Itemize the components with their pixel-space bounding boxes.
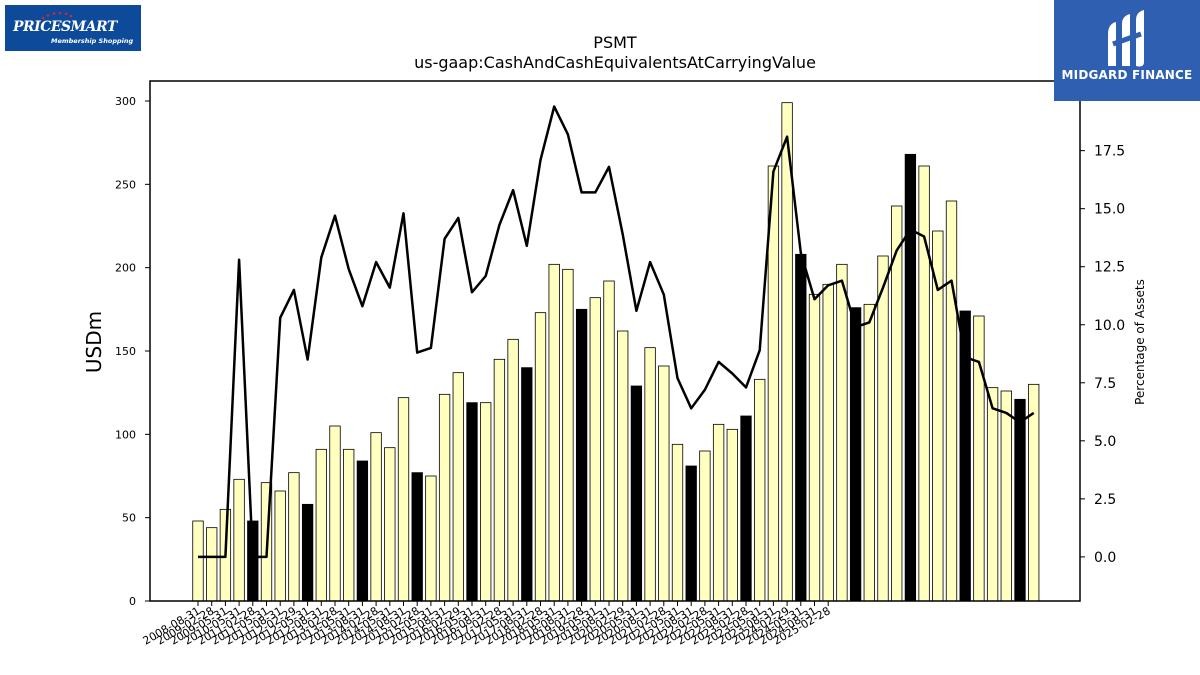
bar [1000, 390, 1012, 602]
percentage-line [198, 105, 1035, 559]
y2-tick-label: 7.5 [1094, 376, 1116, 392]
bar [466, 402, 478, 602]
line-series-layer [198, 105, 1035, 559]
bar [589, 297, 601, 602]
bar [671, 443, 684, 602]
bar [904, 153, 917, 602]
bar [877, 255, 889, 602]
bar [438, 393, 451, 602]
pricesmart-logo: PRICESMART Membership Shopping [5, 5, 141, 51]
axes: 0 50 100 150 200 250 300 0.0 2.5 5.0 7.5 10.0 12.5 15… [115, 80, 1125, 648]
bar [986, 387, 999, 602]
bar [973, 315, 985, 602]
bar [685, 465, 697, 602]
y2-tick-label: 5.0 [1094, 434, 1116, 450]
bar [849, 307, 862, 602]
bar [836, 263, 848, 602]
pricesmart-logo-text: PRICESMART [13, 19, 117, 35]
bar [726, 428, 738, 602]
bar [288, 472, 300, 602]
plot-frame [149, 80, 1081, 602]
y-axis-label: USDm [82, 311, 106, 373]
bar [480, 402, 492, 602]
bar [397, 397, 410, 602]
logo-dots-icon [41, 11, 73, 20]
chart-title: PSMT [593, 33, 637, 52]
y-tick-label: 50 [122, 512, 136, 525]
bar [1014, 398, 1026, 602]
bar [315, 448, 327, 602]
bar [534, 312, 547, 602]
midgard-finance-name: MIDGARD FINANCE [1061, 68, 1193, 82]
bar [562, 268, 574, 602]
y-tick-label: 200 [115, 262, 136, 275]
y2-tick-label: 2.5 [1094, 492, 1116, 508]
bar [795, 253, 807, 602]
bar [658, 365, 670, 602]
bar [521, 367, 533, 602]
bar [918, 165, 930, 602]
y-tick-label: 100 [115, 428, 136, 441]
bar [699, 450, 711, 602]
chart-subtitle: us-gaap:CashAndCashEquivalentsAtCarrying… [414, 53, 816, 72]
y2-tick-label: 10.0 [1094, 318, 1125, 334]
bar [370, 432, 382, 602]
bar [712, 423, 725, 602]
bar [356, 460, 369, 602]
bar [891, 205, 903, 602]
y2-axis-label: Percentage of Assets [1133, 279, 1147, 405]
y-tick-label: 250 [115, 178, 136, 191]
bar [740, 415, 752, 602]
bar [822, 283, 834, 602]
y-tick-label: 150 [115, 345, 136, 358]
bar [575, 308, 588, 602]
bar [548, 263, 560, 602]
midgard-mark-icon [1108, 10, 1144, 67]
bar [754, 378, 766, 602]
y-tick-label: 300 [115, 95, 136, 108]
bar [630, 385, 643, 602]
y-tick-label: 0 [129, 595, 136, 608]
y2-tick-label: 17.5 [1094, 144, 1125, 160]
pricesmart-tagline: Membership Shopping [51, 37, 134, 45]
y2-tick-label: 12.5 [1094, 260, 1125, 276]
bar [945, 200, 958, 602]
midgard-finance-logo: MIDGARD FINANCE [1054, 0, 1200, 101]
bar [603, 280, 615, 602]
bar [425, 475, 437, 602]
bar [452, 372, 464, 602]
bar [343, 448, 355, 602]
bar [192, 520, 204, 602]
bar-series [192, 102, 1040, 602]
bar [206, 527, 218, 602]
bar [384, 447, 396, 602]
bar [644, 347, 656, 602]
bar [274, 490, 286, 602]
bar [863, 303, 875, 602]
bar [301, 503, 314, 602]
y2-tick-label: 15.0 [1094, 202, 1125, 218]
bar [617, 330, 629, 602]
bar [808, 293, 821, 602]
bar [233, 478, 245, 602]
bar [329, 425, 341, 602]
y2-tick-label: 0.0 [1094, 550, 1116, 566]
bar [493, 358, 506, 602]
bar [411, 472, 423, 602]
bar [507, 338, 519, 602]
